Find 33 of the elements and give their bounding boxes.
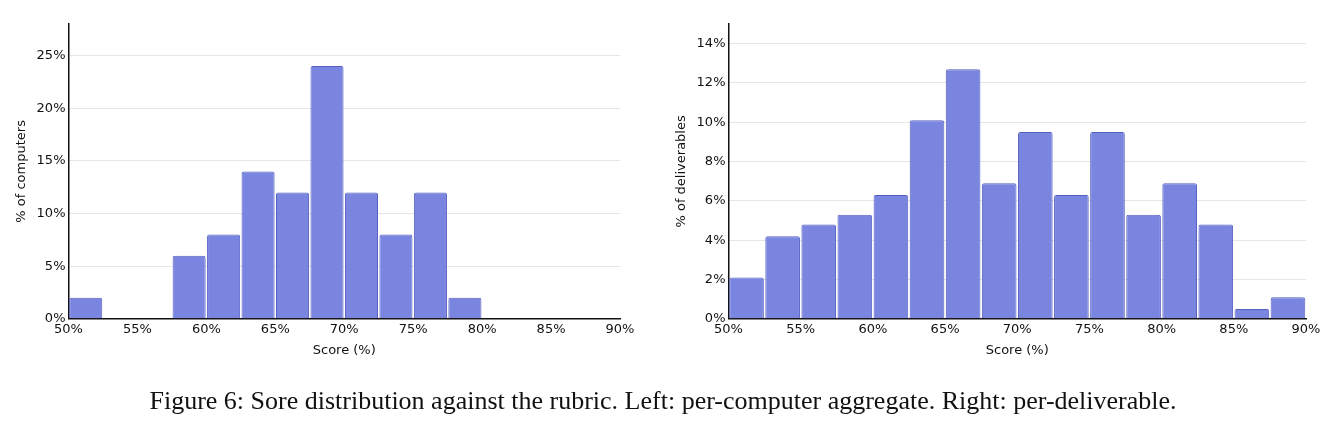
y-axis-title: % of deliverables (673, 115, 689, 228)
y-tick-label: 2% (704, 270, 726, 286)
x-axis-title: Score (%) (985, 341, 1049, 357)
y-tick-label: 14% (696, 35, 726, 51)
x-tick-label: 65% (930, 320, 960, 336)
y-tick-label: 8% (704, 152, 726, 168)
x-tick-label: 85% (1219, 320, 1249, 336)
x-tick-label: 55% (122, 320, 152, 336)
x-tick-label: 75% (1074, 320, 1104, 336)
x-tick-label: 90% (1291, 320, 1321, 336)
x-tick-label: 75% (398, 320, 428, 336)
x-tick-label: 80% (467, 320, 497, 336)
x-tick-label: 55% (786, 320, 816, 336)
x-tick-label: 60% (858, 320, 888, 336)
caption: Figure 6: Sore distribution against the rubric. Left: per-computer aggregate. Right: per-deliverable. (148, 386, 1178, 416)
x-tick-label: 65% (260, 320, 290, 336)
y-axis-title: % of computers (13, 119, 29, 223)
x-tick-label: 70% (1002, 320, 1032, 336)
y-tick-label: 10% (696, 113, 726, 129)
y-tick-label: 5% (44, 257, 66, 273)
y-tick-label: 12% (696, 74, 726, 90)
x-tick-label: 60% (191, 320, 221, 336)
y-tick-label: 10% (36, 204, 66, 220)
y-tick-label: 20% (36, 99, 66, 115)
y-tick-label: 15% (36, 152, 66, 168)
y-tick-label: 4% (704, 231, 726, 247)
x-tick-label: 70% (329, 320, 359, 336)
x-tick-label: 80% (1147, 320, 1177, 336)
x-axis-title: Score (%) (312, 341, 376, 357)
x-tick-label: 90% (605, 320, 635, 336)
x-tick-label: 85% (536, 320, 566, 336)
y-tick-label: 25% (36, 46, 66, 62)
y-tick-label: 6% (704, 192, 726, 208)
